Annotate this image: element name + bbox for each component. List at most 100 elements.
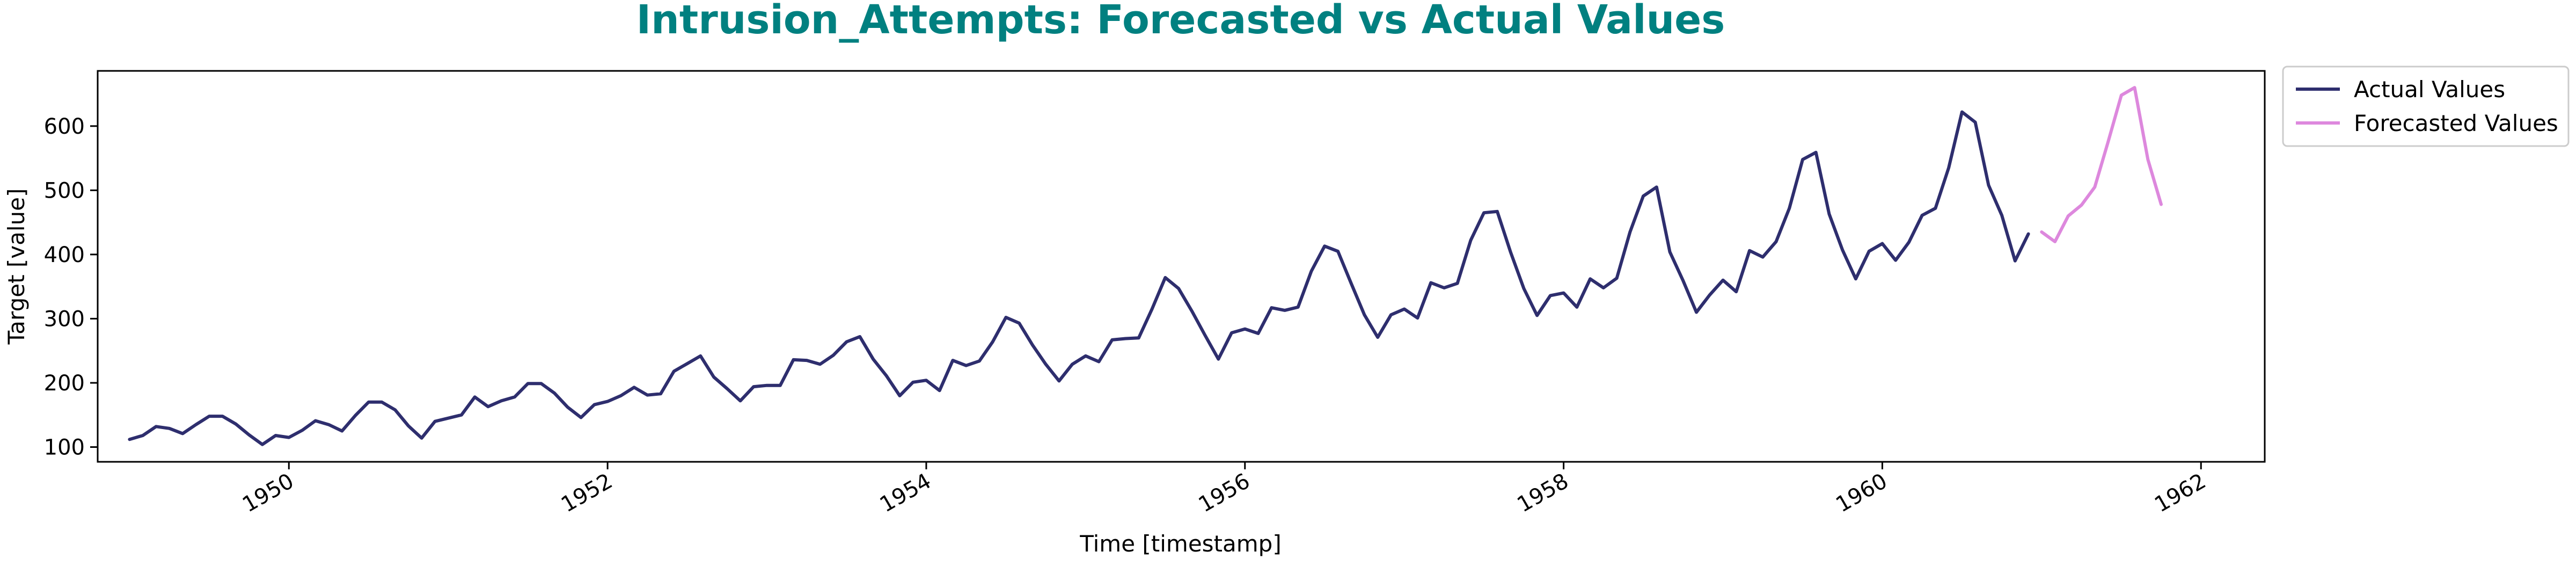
series-line-actual bbox=[128, 110, 2030, 446]
data-point bbox=[1217, 358, 1220, 361]
data-point bbox=[872, 358, 875, 361]
data-point bbox=[473, 395, 477, 398]
data-point bbox=[832, 354, 835, 357]
data-point bbox=[1668, 250, 1672, 253]
data-point bbox=[247, 433, 251, 437]
data-point bbox=[261, 443, 264, 446]
data-point bbox=[1801, 158, 1804, 161]
data-point bbox=[1124, 337, 1127, 340]
data-point bbox=[287, 436, 290, 439]
x-axis-label: Time [timestamp] bbox=[1079, 531, 1281, 557]
data-point bbox=[1429, 281, 1432, 284]
y-tick-label: 600 bbox=[44, 114, 85, 139]
data-point bbox=[2133, 86, 2136, 89]
data-point bbox=[513, 395, 516, 398]
data-point bbox=[1681, 279, 1685, 282]
data-point bbox=[1057, 379, 1060, 382]
legend: Actual Values Forecasted Values bbox=[2282, 66, 2570, 147]
data-point bbox=[699, 354, 702, 358]
data-point bbox=[1814, 151, 1818, 154]
data-point bbox=[314, 419, 317, 422]
data-point bbox=[845, 340, 848, 343]
data-point bbox=[805, 359, 808, 362]
data-point bbox=[1589, 277, 1592, 280]
data-point bbox=[580, 416, 583, 419]
data-point bbox=[1071, 362, 1074, 366]
data-point bbox=[340, 430, 343, 433]
x-tick-label: 1960 bbox=[1832, 469, 1891, 518]
data-point bbox=[1894, 259, 1897, 262]
data-point bbox=[2000, 214, 2003, 217]
data-point bbox=[739, 399, 742, 402]
data-point bbox=[460, 413, 463, 417]
data-point bbox=[181, 432, 184, 435]
data-point bbox=[765, 384, 769, 387]
data-point bbox=[779, 384, 782, 387]
data-point bbox=[2093, 185, 2096, 188]
data-point bbox=[2040, 230, 2043, 234]
data-point bbox=[1947, 166, 1950, 170]
data-point bbox=[1097, 360, 1101, 364]
data-point bbox=[672, 369, 676, 373]
data-point bbox=[2014, 259, 2017, 263]
chart-title: Intrusion_Attempts: Forecasted vs Actual… bbox=[636, 0, 1725, 43]
data-point bbox=[301, 429, 304, 432]
data-point bbox=[1323, 244, 1326, 248]
data-point bbox=[646, 394, 649, 397]
data-point bbox=[1854, 277, 1857, 280]
data-point bbox=[2120, 93, 2123, 97]
data-point bbox=[792, 358, 795, 361]
data-point bbox=[566, 405, 569, 409]
data-point bbox=[885, 374, 888, 378]
data-point bbox=[592, 403, 596, 407]
data-point bbox=[1509, 250, 1512, 253]
data-point bbox=[1018, 322, 1021, 325]
data-point bbox=[1987, 184, 1990, 187]
data-point bbox=[155, 425, 158, 428]
data-point bbox=[1257, 332, 1260, 335]
data-point bbox=[978, 359, 981, 362]
data-point bbox=[1151, 307, 1154, 310]
series-layer bbox=[128, 86, 2163, 446]
data-point bbox=[1297, 306, 1300, 309]
data-point bbox=[1084, 354, 1087, 358]
data-point bbox=[1575, 306, 1578, 309]
data-point bbox=[1283, 309, 1286, 312]
data-point bbox=[407, 424, 410, 427]
data-point bbox=[327, 423, 331, 426]
data-point bbox=[2106, 141, 2110, 144]
data-point bbox=[526, 382, 530, 385]
data-point bbox=[1748, 249, 1751, 252]
x-axis: 1950 1952 1954 1956 1958 1960 1962 bbox=[238, 462, 2210, 518]
data-point bbox=[420, 437, 423, 440]
data-point bbox=[141, 434, 144, 437]
data-point bbox=[1456, 282, 1459, 285]
data-point bbox=[1416, 316, 1419, 320]
data-point bbox=[447, 417, 450, 420]
data-point bbox=[2160, 203, 2163, 206]
data-point bbox=[1695, 310, 1698, 314]
legend-label-actual: Actual Values bbox=[2354, 76, 2505, 103]
data-point bbox=[1350, 282, 1353, 285]
data-point bbox=[1880, 242, 1884, 245]
data-point bbox=[128, 438, 131, 441]
data-point bbox=[858, 335, 861, 338]
data-point bbox=[726, 387, 729, 390]
data-point bbox=[1960, 111, 1964, 114]
data-point bbox=[606, 400, 609, 403]
x-tick-label: 1950 bbox=[238, 469, 298, 518]
y-tick-label: 200 bbox=[44, 371, 85, 396]
data-point bbox=[925, 379, 928, 382]
data-point bbox=[1841, 249, 1844, 252]
data-point bbox=[712, 375, 715, 379]
plot-area-frame bbox=[97, 70, 2266, 463]
data-point bbox=[1655, 185, 1658, 188]
data-point bbox=[1921, 214, 1924, 217]
data-point bbox=[1535, 314, 1539, 317]
data-point bbox=[964, 364, 968, 367]
data-point bbox=[1309, 270, 1313, 273]
data-point bbox=[1868, 250, 1871, 253]
data-point bbox=[1336, 250, 1340, 253]
data-point bbox=[1602, 286, 1605, 289]
